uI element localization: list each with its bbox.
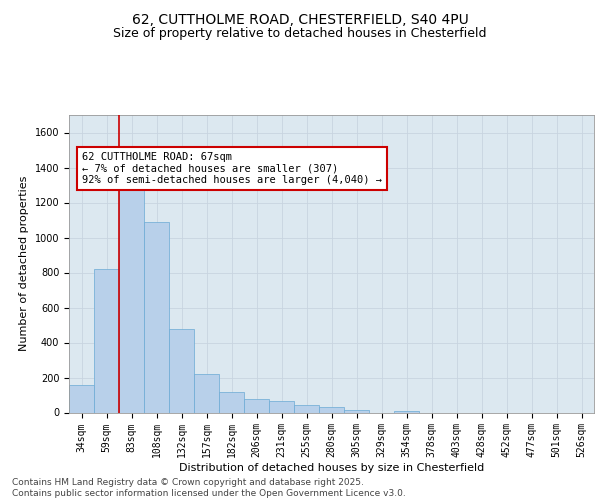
Bar (319, 407, 344, 412)
Bar (344, 410, 369, 412)
Bar (269, 401, 294, 412)
Text: Contains HM Land Registry data © Crown copyright and database right 2025.
Contai: Contains HM Land Registry data © Crown c… (12, 478, 406, 498)
Text: Size of property relative to detached houses in Chesterfield: Size of property relative to detached ho… (113, 28, 487, 40)
X-axis label: Distribution of detached houses by size in Chesterfield: Distribution of detached houses by size … (179, 463, 484, 473)
Text: 62, CUTTHOLME ROAD, CHESTERFIELD, S40 4PU: 62, CUTTHOLME ROAD, CHESTERFIELD, S40 4P… (131, 12, 469, 26)
Bar (394, 411, 419, 412)
Bar (169, 328, 194, 412)
Bar (94, 269, 119, 412)
Bar (244, 400, 269, 412)
Bar (119, 185, 144, 412)
Bar (194, 374, 219, 412)
Bar (294, 404, 319, 412)
Bar (219, 392, 244, 412)
Text: 62 CUTTHOLME ROAD: 67sqm
← 7% of detached houses are smaller (307)
92% of semi-d: 62 CUTTHOLME ROAD: 67sqm ← 7% of detache… (82, 152, 382, 185)
Bar (144, 222, 169, 412)
Bar (69, 384, 94, 412)
Y-axis label: Number of detached properties: Number of detached properties (19, 176, 29, 352)
